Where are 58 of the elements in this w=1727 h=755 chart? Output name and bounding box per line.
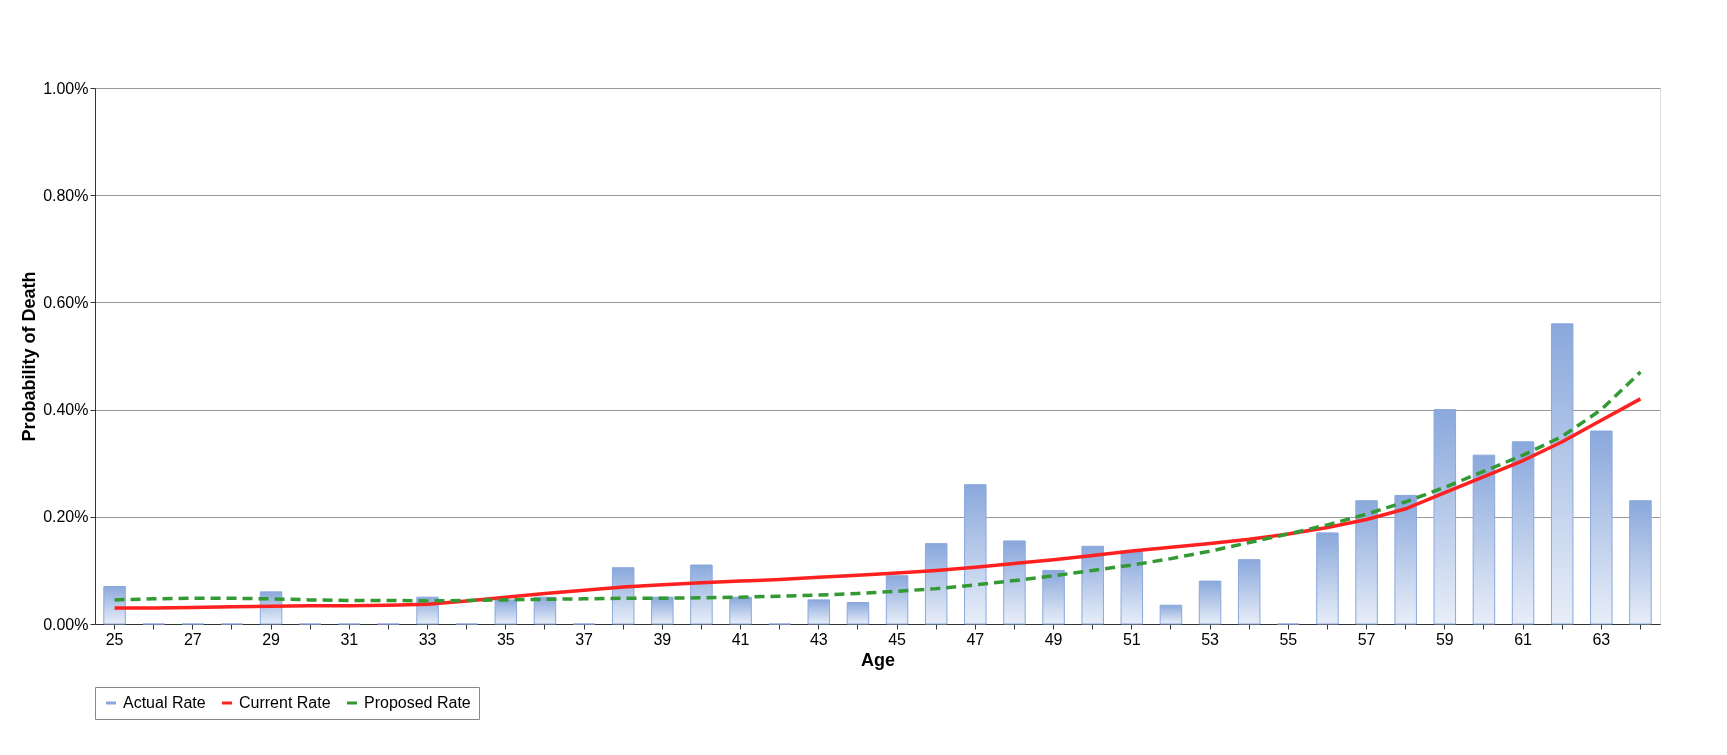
legend-label: Current Rate <box>239 694 331 711</box>
bar <box>1550 323 1574 625</box>
bar <box>1120 551 1144 625</box>
bar <box>1159 604 1183 625</box>
x-tick-label: 43 <box>809 630 828 648</box>
bar <box>807 599 831 625</box>
bar <box>533 596 557 625</box>
bar <box>846 602 870 625</box>
bar <box>1511 441 1535 625</box>
x-tick-label: 53 <box>1201 630 1220 648</box>
bar <box>611 567 635 625</box>
x-tick-label: 55 <box>1279 630 1298 648</box>
bar <box>1316 532 1339 625</box>
legend-label: Actual Rate <box>123 694 206 711</box>
x-tick-label: 31 <box>340 630 359 648</box>
bar <box>729 596 752 625</box>
x-tick-label: 37 <box>575 630 594 648</box>
y-tick-label: 0.60% <box>43 293 89 311</box>
bar <box>1433 409 1457 625</box>
x-tick-label: 33 <box>418 630 437 648</box>
bar <box>1394 494 1417 625</box>
legend-label: Proposed Rate <box>364 694 471 711</box>
x-axis-title: Age <box>860 649 896 670</box>
bar <box>1003 540 1026 625</box>
x-tick-label: 63 <box>1592 630 1611 648</box>
x-tick-label: 47 <box>966 630 985 648</box>
bar <box>924 543 948 625</box>
bar <box>1629 500 1652 625</box>
bar <box>964 484 987 625</box>
x-tick-label: 27 <box>183 630 202 648</box>
bar <box>1355 500 1378 625</box>
y-axis-title: Probability of Death <box>19 271 40 442</box>
y-tick-label: 0.20% <box>43 508 89 526</box>
bar <box>1237 559 1261 625</box>
x-tick-label: 51 <box>1122 630 1141 648</box>
bar <box>1590 430 1613 625</box>
bar <box>494 599 518 625</box>
x-tick-label: 59 <box>1435 630 1454 648</box>
x-tick-label: 45 <box>888 630 907 648</box>
x-tick-label: 39 <box>653 630 672 648</box>
bar <box>1198 580 1222 625</box>
bar <box>1081 545 1104 625</box>
x-tick-label: 61 <box>1514 630 1533 648</box>
y-tick-label: 0.80% <box>43 186 89 204</box>
bar <box>651 596 674 625</box>
y-tick-label: 0.40% <box>43 401 89 419</box>
bar <box>1472 454 1496 625</box>
x-tick-label: 35 <box>496 630 515 648</box>
bar <box>103 585 126 625</box>
x-tick-label: 29 <box>262 630 281 648</box>
x-tick-label: 49 <box>1044 630 1063 648</box>
y-tick-label: 0.00% <box>43 615 89 633</box>
x-tick-label: 57 <box>1357 630 1376 648</box>
bar <box>1042 569 1065 625</box>
x-tick-label: 25 <box>105 630 124 648</box>
x-tick-label: 41 <box>731 630 750 648</box>
bar <box>885 575 909 625</box>
y-tick-label: 1.00% <box>43 79 89 97</box>
